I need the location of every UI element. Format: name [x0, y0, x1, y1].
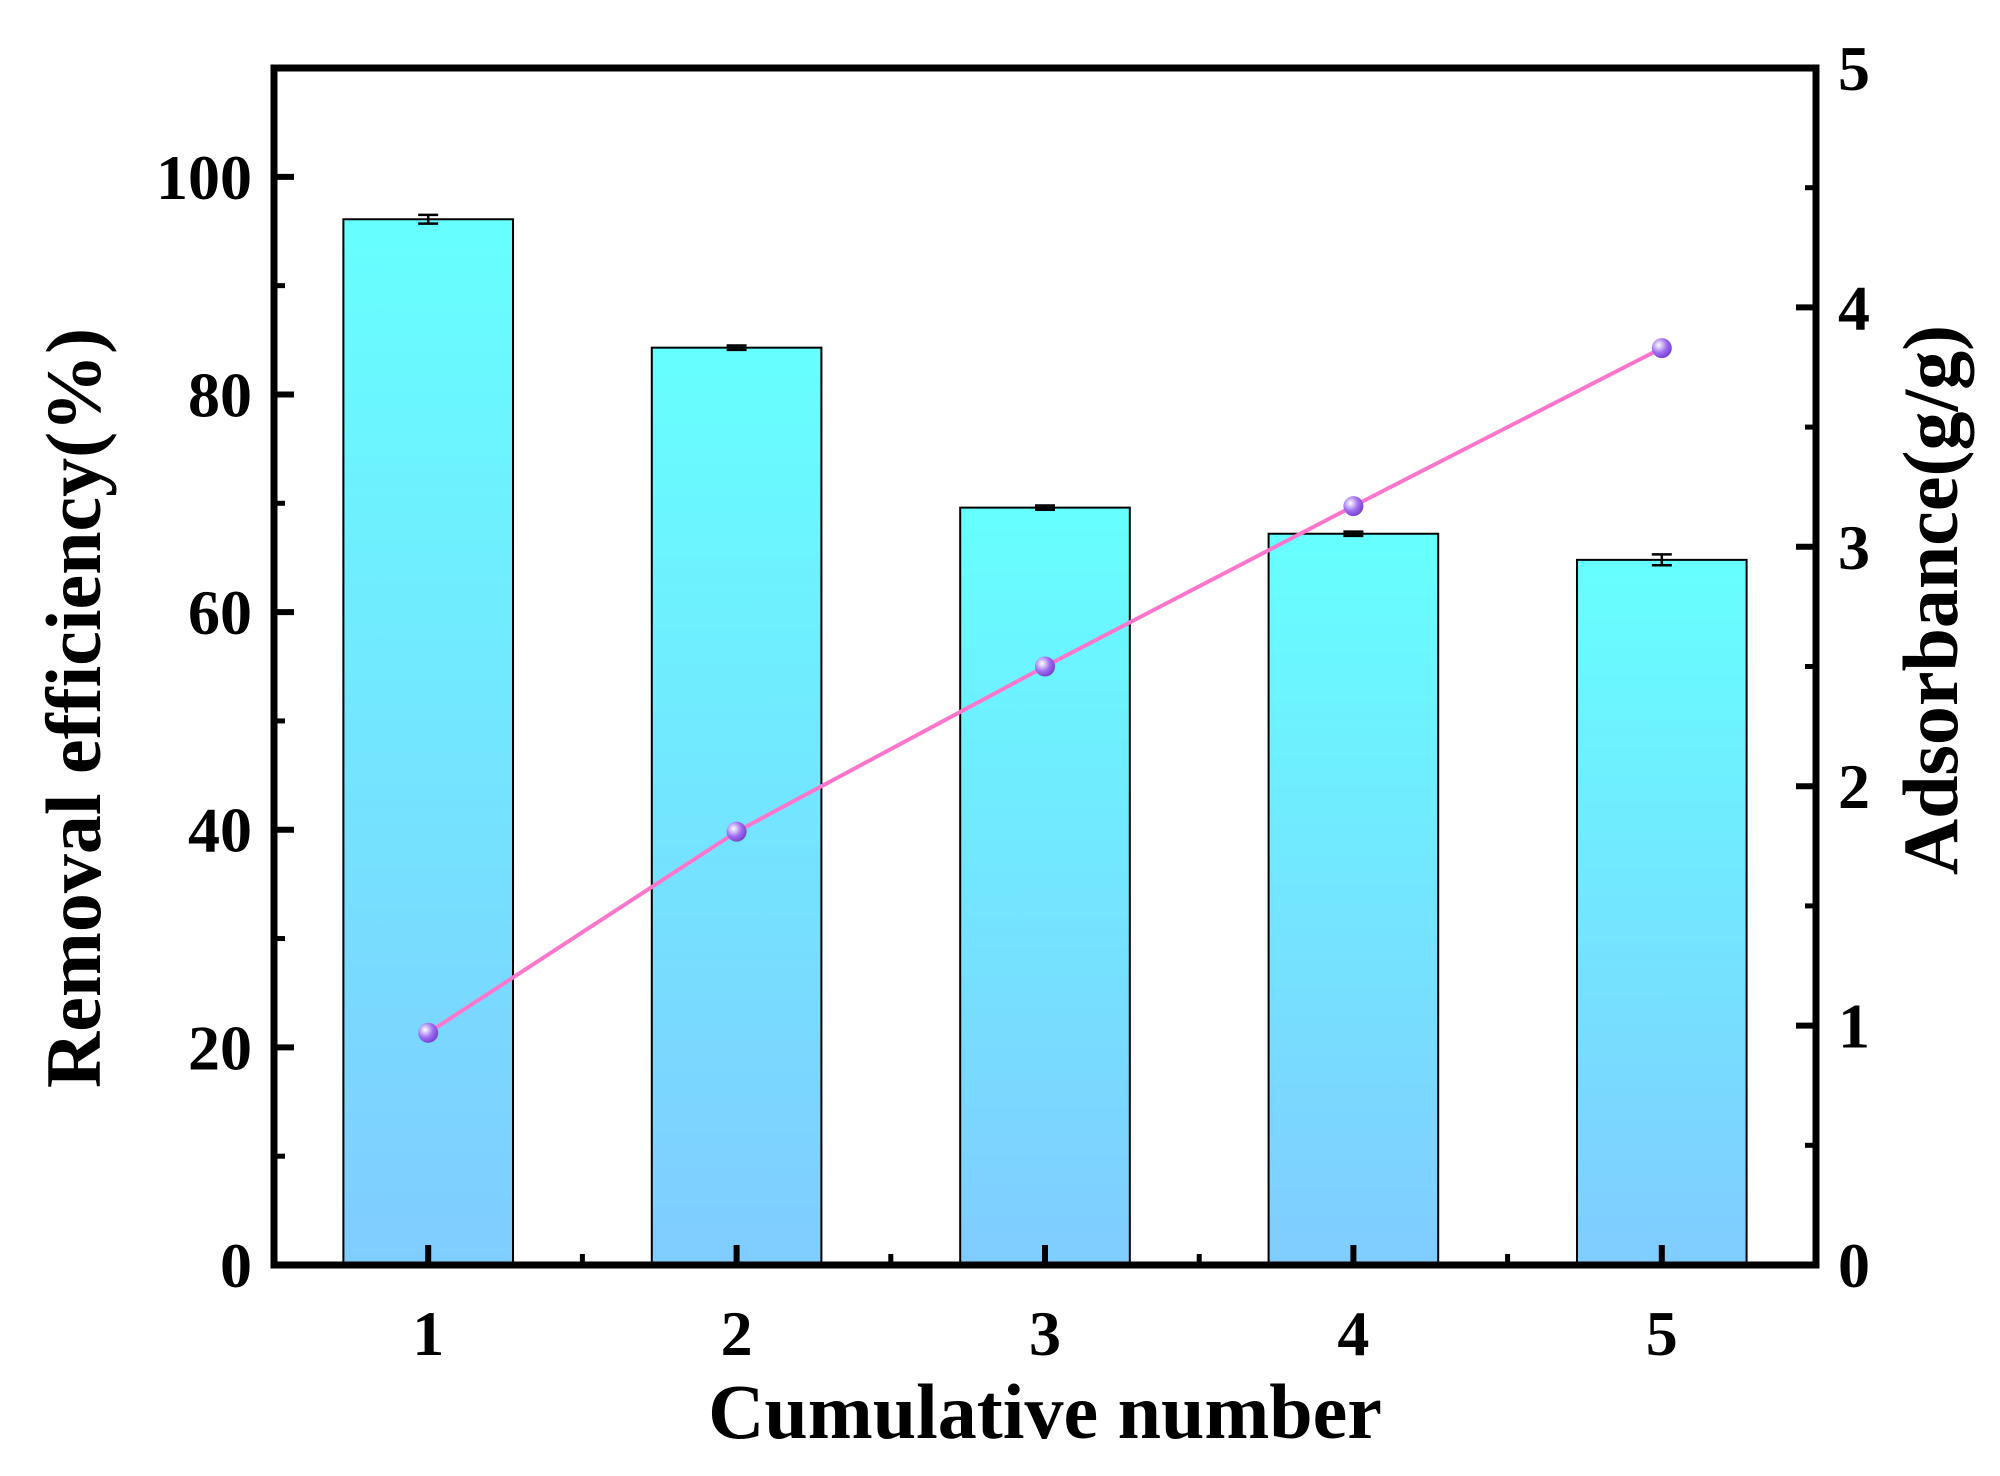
left-y-tick-label-40: 40 — [188, 795, 252, 866]
error-bars-layer — [418, 213, 1672, 567]
left-y-axis-title: Removal efficiency(%) — [30, 328, 117, 1088]
x-tick-label-4: 4 — [1337, 1298, 1369, 1369]
right-y-tick-label-3: 3 — [1838, 512, 1870, 583]
bar-4 — [1267, 532, 1440, 1266]
x-tick-label-1: 1 — [412, 1298, 444, 1369]
bar-3 — [959, 506, 1131, 1267]
right-y-tick-label-1: 1 — [1838, 991, 1870, 1062]
axes-layer: 0 20 40 60 80 100 0 1 2 3 4 5 1 2 3 4 5 — [156, 33, 1870, 1369]
left-y-tick-label-80: 80 — [188, 359, 252, 430]
x-tick-label-3: 3 — [1029, 1298, 1061, 1369]
x-tick-label-5: 5 — [1646, 1298, 1678, 1369]
left-y-tick-label-0: 0 — [220, 1230, 252, 1301]
bars-layer — [342, 218, 1748, 1267]
right-y-tick-label-2: 2 — [1838, 751, 1870, 822]
bar-5 — [1575, 558, 1748, 1266]
right-y-axis-title: Adsorbance(g/g) — [1887, 325, 1974, 875]
adsorbance-point-1 — [418, 1022, 439, 1043]
right-y-tick-label-0: 0 — [1838, 1230, 1870, 1301]
left-y-tick-label-60: 60 — [188, 577, 252, 648]
bar-2 — [650, 346, 823, 1266]
x-tick-label-2: 2 — [721, 1298, 753, 1369]
x-axis-title: Cumulative number — [708, 1368, 1382, 1455]
left-y-tick-label-100: 100 — [156, 142, 252, 213]
adsorbance-point-4 — [1343, 496, 1364, 517]
adsorbance-line-layer — [418, 338, 1672, 1043]
right-y-tick-label-5: 5 — [1838, 33, 1870, 104]
adsorbance-point-5 — [1651, 338, 1672, 359]
bar-1 — [342, 218, 515, 1266]
right-y-tick-label-4: 4 — [1838, 272, 1870, 343]
left-y-tick-label-20: 20 — [188, 1012, 252, 1083]
adsorbance-point-3 — [1035, 656, 1055, 677]
adsorbance-point-2 — [726, 821, 747, 842]
